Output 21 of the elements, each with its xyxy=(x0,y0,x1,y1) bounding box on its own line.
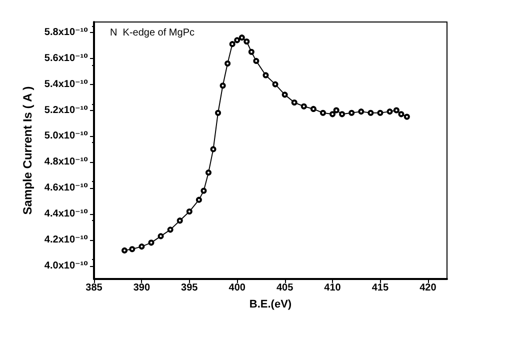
y-tick-label: 4.6x10⁻¹⁰ xyxy=(44,182,88,194)
x-tick-label: 400 xyxy=(228,282,246,294)
y-axis-title: Sample Current Is ( A ) xyxy=(20,86,35,215)
x-tick-label: 410 xyxy=(324,282,342,294)
x-tick-label: 385 xyxy=(86,282,103,294)
y-tick-label: 4.0x10⁻¹⁰ xyxy=(44,260,88,272)
x-tick-label: 390 xyxy=(133,282,150,294)
x-axis-title: B.E.(eV) xyxy=(249,298,292,310)
x-tick-label: 415 xyxy=(372,282,389,294)
x-tick-label: 405 xyxy=(276,282,294,294)
y-tick-label: 5.4x10⁻¹⁰ xyxy=(44,78,88,90)
y-tick-label: 4.4x10⁻¹⁰ xyxy=(44,208,88,220)
x-tick-label: 420 xyxy=(420,282,437,294)
x-tick-label: 395 xyxy=(181,282,198,294)
y-tick-label: 5.0x10⁻¹⁰ xyxy=(44,130,88,142)
y-tick-label: 4.8x10⁻¹⁰ xyxy=(44,156,88,168)
y-tick-label: 5.8x10⁻¹⁰ xyxy=(44,26,88,38)
y-tick-label: 4.2x10⁻¹⁰ xyxy=(44,234,88,246)
y-tick-label: 5.2x10⁻¹⁰ xyxy=(44,104,88,116)
annotation: N K-edge of MgPc xyxy=(110,28,194,38)
y-tick-label: 5.6x10⁻¹⁰ xyxy=(44,52,88,64)
